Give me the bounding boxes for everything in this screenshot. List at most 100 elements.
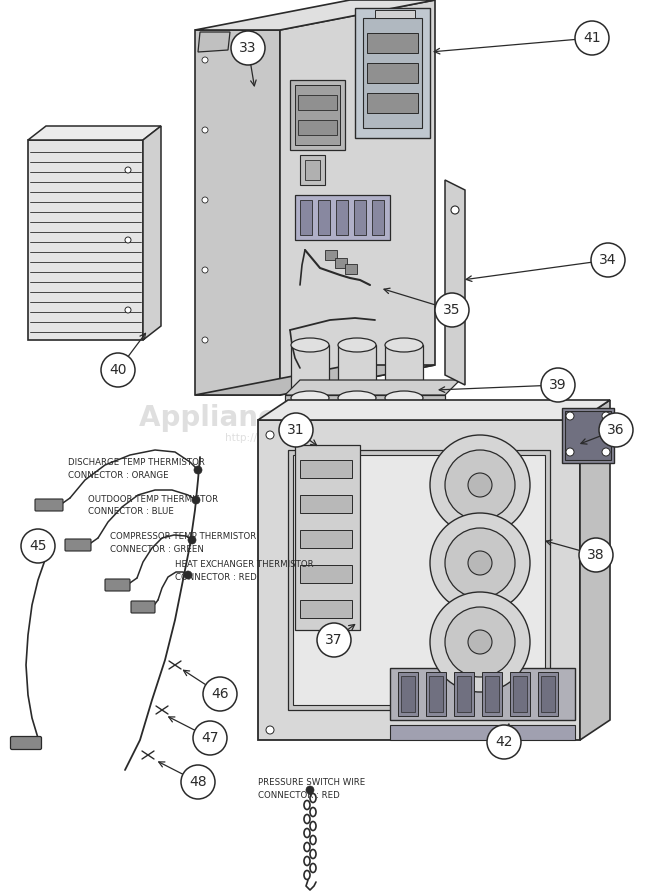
Text: 35: 35 [443, 303, 461, 317]
Circle shape [202, 197, 208, 203]
Polygon shape [290, 80, 345, 150]
Circle shape [266, 726, 274, 734]
Circle shape [451, 206, 459, 214]
Polygon shape [300, 200, 312, 235]
Polygon shape [580, 400, 610, 740]
Polygon shape [385, 345, 423, 398]
Text: 47: 47 [202, 731, 219, 745]
Circle shape [575, 21, 609, 55]
Polygon shape [285, 395, 445, 405]
Polygon shape [445, 180, 465, 385]
Text: 38: 38 [587, 548, 605, 562]
Text: 48: 48 [189, 775, 207, 789]
Circle shape [445, 607, 515, 677]
Text: http://www.appliancefactoryparts.com: http://www.appliancefactoryparts.com [225, 433, 425, 443]
FancyBboxPatch shape [105, 579, 130, 591]
Circle shape [203, 677, 237, 711]
Polygon shape [195, 365, 435, 395]
Circle shape [468, 551, 492, 575]
Text: 39: 39 [549, 378, 567, 392]
Polygon shape [300, 460, 352, 478]
Circle shape [317, 623, 351, 657]
Polygon shape [363, 18, 422, 128]
Ellipse shape [338, 391, 376, 405]
Text: PRESSURE SWITCH WIRE
CONNECTOR : RED: PRESSURE SWITCH WIRE CONNECTOR : RED [258, 778, 365, 799]
Text: 36: 36 [607, 423, 625, 437]
Circle shape [435, 293, 469, 327]
Circle shape [591, 243, 625, 277]
Circle shape [21, 529, 55, 563]
Circle shape [188, 536, 196, 544]
Circle shape [430, 513, 530, 613]
Circle shape [430, 592, 530, 692]
Polygon shape [195, 0, 435, 30]
Circle shape [231, 31, 265, 65]
Text: HEAT EXCHANGER THERMISTOR
CONNECTOR : RED: HEAT EXCHANGER THERMISTOR CONNECTOR : RE… [175, 560, 313, 582]
Circle shape [101, 353, 135, 387]
Polygon shape [300, 565, 352, 583]
FancyBboxPatch shape [35, 499, 63, 511]
Text: 31: 31 [287, 423, 305, 437]
Circle shape [430, 435, 530, 535]
Circle shape [202, 127, 208, 133]
Polygon shape [28, 126, 161, 140]
Circle shape [202, 57, 208, 63]
Polygon shape [401, 676, 415, 712]
Polygon shape [298, 95, 337, 110]
Circle shape [193, 721, 227, 755]
Ellipse shape [291, 338, 329, 352]
Ellipse shape [385, 391, 423, 405]
Circle shape [125, 167, 131, 173]
Circle shape [566, 448, 574, 456]
Polygon shape [28, 140, 143, 340]
Ellipse shape [291, 391, 329, 405]
FancyBboxPatch shape [10, 737, 42, 749]
Polygon shape [429, 676, 443, 712]
Circle shape [192, 496, 200, 504]
Polygon shape [367, 63, 418, 83]
Circle shape [279, 413, 313, 447]
Polygon shape [258, 420, 580, 740]
Circle shape [566, 431, 574, 439]
Polygon shape [390, 725, 575, 740]
Polygon shape [300, 155, 325, 185]
Polygon shape [485, 676, 499, 712]
Polygon shape [291, 345, 329, 398]
Circle shape [579, 538, 613, 572]
Circle shape [125, 307, 131, 313]
Polygon shape [338, 345, 376, 398]
Polygon shape [300, 600, 352, 618]
Ellipse shape [385, 338, 423, 352]
Polygon shape [143, 126, 161, 340]
Polygon shape [295, 445, 360, 630]
Circle shape [202, 337, 208, 343]
Polygon shape [565, 411, 611, 460]
Polygon shape [513, 676, 527, 712]
Polygon shape [285, 380, 460, 395]
Circle shape [445, 528, 515, 598]
Polygon shape [454, 672, 474, 716]
Polygon shape [562, 408, 614, 463]
Polygon shape [293, 455, 545, 705]
Polygon shape [354, 200, 366, 235]
Circle shape [445, 450, 515, 520]
Polygon shape [355, 8, 430, 138]
Circle shape [487, 725, 521, 759]
Text: 41: 41 [583, 31, 601, 45]
Circle shape [125, 237, 131, 243]
Circle shape [306, 786, 314, 794]
Polygon shape [300, 530, 352, 548]
Polygon shape [288, 450, 550, 710]
Circle shape [266, 431, 274, 439]
Polygon shape [510, 672, 530, 716]
FancyBboxPatch shape [65, 539, 91, 551]
Text: OUTDOOR TEMP THERMISTOR
CONNECTOR : BLUE: OUTDOOR TEMP THERMISTOR CONNECTOR : BLUE [88, 495, 218, 516]
Text: COMPRESSOR TEMP THERMISTOR
CONNECTOR : GREEN: COMPRESSOR TEMP THERMISTOR CONNECTOR : G… [110, 532, 256, 554]
Text: 34: 34 [599, 253, 617, 267]
Polygon shape [336, 200, 348, 235]
Polygon shape [295, 195, 390, 240]
Polygon shape [375, 10, 415, 18]
Ellipse shape [338, 338, 376, 352]
Circle shape [202, 267, 208, 273]
Text: 37: 37 [325, 633, 343, 647]
